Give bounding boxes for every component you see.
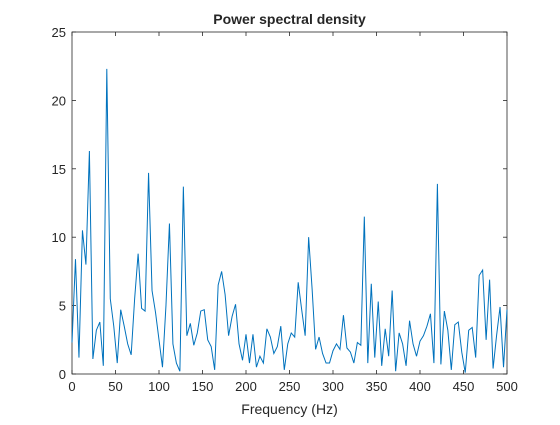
y-tick-label: 20: [52, 93, 66, 108]
x-tick-label: 400: [409, 379, 431, 394]
x-tick-label: 200: [235, 379, 257, 394]
x-tick-label: 450: [453, 379, 475, 394]
y-tick-label: 10: [52, 230, 66, 245]
y-tick-label: 15: [52, 162, 66, 177]
chart-title: Power spectral density: [213, 11, 366, 27]
x-tick-label: 150: [192, 379, 214, 394]
x-tick-label: 350: [366, 379, 388, 394]
data-line: [71, 68, 508, 373]
x-tick-label: 0: [68, 379, 75, 394]
x-tick-label: 300: [322, 379, 344, 394]
y-tick-label: 25: [52, 25, 66, 40]
x-tick-label: 500: [496, 379, 518, 394]
x-axis-label: Frequency (Hz): [241, 401, 337, 417]
y-tick-label: 0: [59, 367, 66, 382]
x-tick-label: 50: [108, 379, 122, 394]
axes-box: [71, 31, 508, 375]
x-tick-label: 100: [148, 379, 170, 394]
y-tick-label: 5: [59, 299, 66, 314]
x-tick-label: 250: [279, 379, 301, 394]
